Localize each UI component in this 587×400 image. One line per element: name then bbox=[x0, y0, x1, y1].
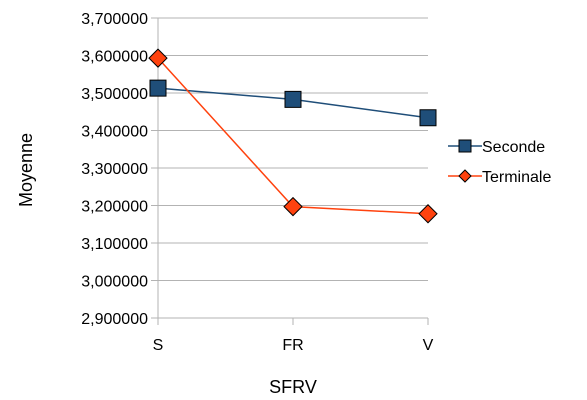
legend-label: Terminale bbox=[482, 169, 551, 186]
x-tick-label: S bbox=[153, 337, 164, 354]
series-group bbox=[148, 48, 438, 224]
legend-marker bbox=[458, 169, 472, 183]
data-point bbox=[148, 48, 168, 68]
data-point bbox=[419, 109, 437, 127]
y-tick-label: 3,700000 bbox=[81, 11, 148, 28]
legend-marker bbox=[458, 139, 472, 153]
data-point bbox=[283, 196, 303, 217]
legend-label: Seconde bbox=[482, 139, 545, 156]
y-axis-ticks: 2,900000 3,000000 3,100000 3,200000 3,300000… bbox=[81, 11, 158, 328]
y-tick-label: 2,900000 bbox=[81, 311, 148, 328]
y-tick-label: 3,000000 bbox=[81, 274, 148, 291]
legend-entry-terminale: Terminale bbox=[448, 169, 551, 186]
x-tick-label: FR bbox=[282, 337, 303, 354]
y-tick-label: 3,600000 bbox=[81, 49, 148, 66]
gridlines bbox=[158, 17, 428, 319]
x-tick-label: V bbox=[423, 337, 434, 354]
legend-entry-seconde: Seconde bbox=[448, 139, 545, 156]
series-line bbox=[157, 57, 429, 215]
data-point bbox=[284, 90, 302, 108]
series-terminale bbox=[148, 48, 438, 224]
y-tick-label: 3,300000 bbox=[81, 161, 148, 178]
legend: Seconde Terminale bbox=[448, 139, 551, 186]
y-tick-label: 3,500000 bbox=[81, 86, 148, 103]
series-seconde bbox=[149, 79, 437, 127]
x-axis-title: SFRV bbox=[269, 377, 317, 397]
x-axis: S FR V bbox=[153, 18, 434, 354]
y-tick-label: 3,200000 bbox=[81, 199, 148, 216]
y-axis-title: Moyenne bbox=[16, 133, 36, 207]
y-tick-label: 3,100000 bbox=[81, 236, 148, 253]
y-tick-label: 3,400000 bbox=[81, 124, 148, 141]
data-point bbox=[418, 204, 438, 224]
data-point bbox=[149, 79, 167, 97]
